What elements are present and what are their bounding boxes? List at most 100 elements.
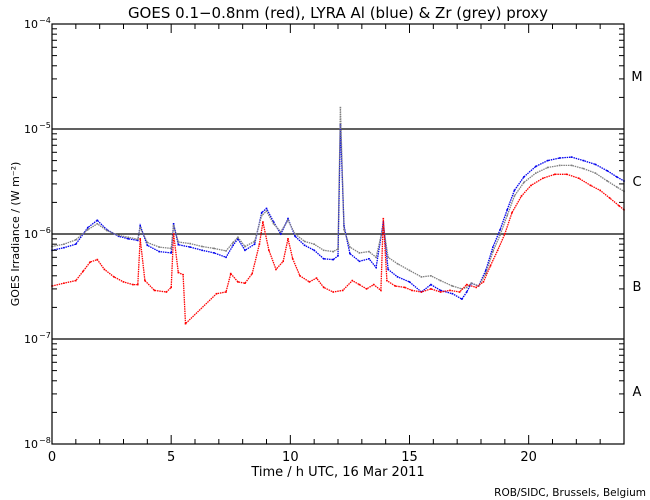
data-point [616, 176, 618, 178]
y-tick-label: 10−8 [24, 436, 51, 451]
data-point [394, 285, 396, 287]
data-point [511, 211, 513, 214]
data-point [87, 226, 89, 229]
data-point [225, 256, 227, 259]
data-point [294, 233, 296, 235]
data-point [542, 177, 544, 179]
data-point [582, 159, 585, 162]
data-point [82, 270, 84, 273]
y-tick-label-base: 10 [24, 123, 38, 136]
y-tick-label: 10−7 [24, 331, 51, 346]
data-point [523, 176, 525, 178]
data-point [382, 221, 385, 223]
data-point [322, 258, 325, 260]
data-point [513, 195, 516, 197]
data-point [177, 271, 180, 274]
data-point [139, 224, 141, 227]
data-point [439, 279, 442, 282]
data-point [253, 240, 256, 243]
data-point [177, 243, 180, 246]
data-point [337, 255, 339, 257]
data-point [313, 249, 315, 252]
data-point [439, 291, 442, 293]
data-point [408, 269, 411, 272]
data-point [122, 281, 125, 283]
data-point [546, 166, 549, 169]
data-point [139, 226, 141, 229]
flare-class-labels: A B C M [631, 70, 642, 400]
data-point [213, 252, 215, 254]
data-point [63, 282, 65, 284]
data-point [262, 221, 264, 223]
data-point [465, 283, 468, 286]
data-point [349, 252, 351, 255]
data-point [213, 247, 215, 250]
data-point [189, 242, 191, 245]
data-point [299, 275, 301, 277]
data-point [582, 167, 585, 170]
data-point [237, 238, 239, 240]
data-point [96, 258, 99, 261]
data-point [499, 228, 501, 231]
y-tick-label: 10−4 [24, 16, 51, 31]
data-point [430, 288, 432, 290]
series-layer [51, 106, 625, 326]
data-point [554, 173, 556, 176]
data-point [375, 256, 377, 259]
data-point [260, 214, 263, 217]
data-point [408, 281, 411, 283]
data-point [513, 189, 516, 192]
data-point [566, 173, 568, 176]
y-tick-label-exponent: −6 [39, 226, 51, 235]
data-point [63, 243, 65, 245]
data-point [599, 189, 601, 192]
data-point [272, 223, 275, 225]
data-point [244, 245, 246, 248]
data-point [558, 164, 561, 167]
data-point [485, 272, 487, 275]
data-point [158, 246, 160, 248]
data-point [332, 291, 334, 293]
data-point [265, 210, 268, 212]
data-point [342, 289, 344, 292]
data-point [332, 250, 334, 253]
data-point [606, 170, 609, 172]
data-point [449, 289, 451, 292]
data-point [75, 243, 77, 245]
data-point [451, 292, 454, 295]
data-point [322, 249, 325, 252]
data-point [127, 236, 130, 239]
data-point [475, 286, 477, 289]
data-point [485, 269, 487, 272]
flare-class-label-a: A [633, 385, 642, 400]
data-point [506, 209, 508, 211]
data-point [530, 184, 532, 187]
data-point [492, 246, 494, 248]
data-point [253, 243, 256, 245]
data-point [251, 272, 253, 275]
data-point [387, 268, 389, 271]
data-point [618, 205, 620, 207]
data-point [368, 258, 370, 260]
x-axis-tick-labels: 0 5 10 15 20 [48, 450, 537, 465]
data-point [132, 283, 134, 286]
data-point [232, 241, 234, 244]
data-point [337, 248, 339, 250]
data-point [365, 288, 368, 290]
data-point [343, 224, 345, 227]
data-point [215, 292, 218, 295]
y-tick-label-exponent: −4 [39, 16, 51, 25]
data-point [137, 283, 139, 286]
data-point [172, 223, 175, 225]
x-tick-label: 20 [520, 450, 537, 465]
data-point [260, 211, 263, 214]
data-point [458, 291, 461, 293]
data-point [461, 298, 463, 300]
data-point [201, 249, 203, 252]
x-axis-label: Time / h UTC, 16 Mar 2011 [250, 465, 424, 480]
data-point [280, 233, 282, 235]
y-axis-label: GOES Irradiance / (W m⁻²) [9, 162, 22, 307]
data-point [520, 195, 523, 197]
flare-class-label-b: B [633, 280, 642, 295]
